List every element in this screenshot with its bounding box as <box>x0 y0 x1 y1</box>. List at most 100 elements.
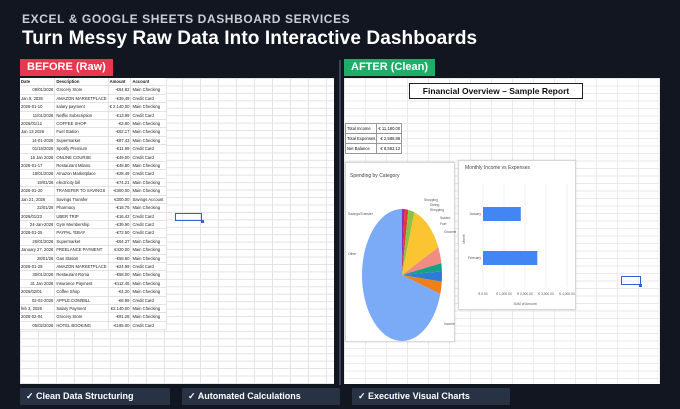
raw-cell[interactable]: Credit Card <box>130 111 168 121</box>
raw-cell[interactable]: PAYPAL *EBAY <box>54 228 109 238</box>
raw-cell[interactable]: salary payment <box>54 102 109 112</box>
raw-cell[interactable]: Main Checking <box>130 161 168 171</box>
raw-cell[interactable]: 02-02-2026 <box>20 296 56 305</box>
raw-cell[interactable]: ONLINE COURSE <box>54 153 109 163</box>
raw-cell[interactable]: Gym Membership <box>54 220 109 230</box>
raw-cell[interactable]: -€91.28 <box>108 312 132 322</box>
raw-cell[interactable]: 2026-01-20 <box>20 186 56 196</box>
raw-cell[interactable]: 26/01/2026 <box>20 237 56 247</box>
raw-cell[interactable]: Main Checking <box>130 203 168 213</box>
raw-cell[interactable]: -€4.20 <box>108 287 132 297</box>
raw-cell[interactable]: Main Checking <box>130 85 168 95</box>
raw-cell[interactable]: €420.00 <box>108 245 132 255</box>
raw-cell[interactable]: Grocery Store <box>54 312 109 322</box>
raw-cell[interactable]: -€72.50 <box>108 228 132 238</box>
raw-cell[interactable]: -€55.60 <box>108 254 132 263</box>
raw-cell[interactable]: Main Checking <box>130 287 168 297</box>
pie-slice[interactable] <box>402 263 442 275</box>
raw-cell[interactable]: Supermarket <box>54 237 109 247</box>
raw-cell[interactable]: Credit Card <box>130 262 168 272</box>
column-header[interactable]: Amount <box>108 78 132 87</box>
raw-cell[interactable]: 22/01/26 <box>20 203 56 213</box>
raw-cell[interactable]: 2026-01-10 <box>20 102 56 112</box>
raw-cell[interactable]: -€74.21 <box>108 178 132 188</box>
raw-cell[interactable]: 24-Jan-2026 <box>20 220 56 230</box>
raw-cell[interactable]: Savings Transfer <box>54 195 109 205</box>
pie-slice[interactable] <box>402 209 405 275</box>
raw-cell[interactable]: -€18.75 <box>108 203 132 213</box>
pie-slice[interactable] <box>402 247 442 275</box>
raw-cell[interactable]: 2026/01/12 <box>20 119 56 129</box>
raw-cell[interactable]: Main Checking <box>130 119 168 129</box>
raw-cell[interactable]: Credit Card <box>130 144 168 154</box>
column-header[interactable]: Date <box>20 78 56 87</box>
raw-cell[interactable]: feb 3, 2026 <box>20 304 56 314</box>
pie-slice[interactable] <box>402 271 442 282</box>
bar-chart-card[interactable]: Monthly Income vs Expenses € 0.00 € 1,000… <box>458 160 576 310</box>
raw-cell[interactable]: -€49.00 <box>108 153 132 163</box>
raw-cell[interactable]: Restaurant Milano <box>54 161 109 171</box>
raw-cell[interactable]: FREELANCE PAYMENT <box>54 245 109 255</box>
raw-cell[interactable]: 31 Jan 2026 <box>20 279 56 289</box>
raw-cell[interactable]: -€64.82 <box>108 85 132 95</box>
raw-cell[interactable]: January 27, 2026 <box>20 245 56 255</box>
pie-chart-card[interactable]: Spending by Category Shopping Dining Shopp… <box>345 162 456 342</box>
raw-cell[interactable]: -€58.00 <box>108 270 132 280</box>
raw-cell[interactable]: -€16.42 <box>108 212 132 221</box>
pie-slice[interactable] <box>402 212 439 275</box>
raw-cell[interactable]: Main Checking <box>130 186 168 196</box>
raw-cell[interactable]: AMAZON MARKETPLACE <box>54 94 109 104</box>
selected-cell[interactable] <box>175 213 202 221</box>
raw-cell[interactable]: -€48.80 <box>108 161 132 171</box>
raw-cell[interactable]: Netflix Subscription <box>54 111 109 121</box>
pie-slice[interactable] <box>402 275 442 295</box>
pie-slice[interactable] <box>362 209 441 341</box>
selected-cell[interactable] <box>621 276 641 285</box>
raw-cell[interactable]: AMAZON MARKETPLACE <box>54 262 109 272</box>
raw-cell[interactable]: -€11.99 <box>108 144 132 154</box>
column-header[interactable]: Description <box>54 78 109 87</box>
raw-cell[interactable]: COFFEE SHOP <box>54 119 109 129</box>
column-header[interactable]: Account <box>130 78 168 87</box>
raw-cell[interactable]: 2026/02/01 <box>20 287 56 297</box>
raw-cell[interactable]: Jan 13 2026 <box>20 127 56 137</box>
raw-cell[interactable]: Credit Card <box>130 169 168 179</box>
raw-cell[interactable]: -€62.17 <box>108 127 132 137</box>
raw-cell[interactable]: Amazon Marketplace <box>54 169 109 179</box>
raw-cell[interactable]: Coffee Shop <box>54 287 109 297</box>
fill-handle[interactable] <box>639 284 642 287</box>
raw-cell[interactable]: -€87.43 <box>108 136 132 146</box>
pie-slice[interactable] <box>402 209 415 275</box>
raw-cell[interactable]: Credit Card <box>130 94 168 104</box>
raw-cell[interactable]: Credit Card <box>130 321 168 331</box>
raw-cell[interactable]: Insurance Payment <box>54 279 109 289</box>
bar[interactable] <box>483 251 538 265</box>
raw-cell[interactable]: Credit Card <box>130 153 168 163</box>
raw-cell[interactable]: 2026/01/23 <box>20 212 56 221</box>
raw-cell[interactable]: 16 Jan 2026 <box>20 153 56 163</box>
raw-cell[interactable]: €2.140.00 <box>108 304 132 314</box>
raw-cell[interactable]: Gas Station <box>54 254 109 263</box>
raw-cell[interactable]: 05/02/2026 <box>20 321 56 331</box>
raw-cell[interactable]: -€13.99 <box>108 111 132 121</box>
raw-cell[interactable]: 11/01/2026 <box>20 111 56 121</box>
raw-cell[interactable]: -€3.80 <box>108 119 132 129</box>
raw-cell[interactable]: Credit Card <box>130 228 168 238</box>
raw-cell[interactable]: Restaurant Roma <box>54 270 109 280</box>
raw-cell[interactable]: Credit Card <box>130 296 168 305</box>
raw-cell[interactable]: Jan 9, 2026 <box>20 94 56 104</box>
fill-handle[interactable] <box>201 220 204 223</box>
raw-cell[interactable]: -€185.00 <box>108 321 132 331</box>
raw-cell[interactable]: -€300.00 <box>108 186 132 196</box>
raw-cell[interactable]: electricity bill <box>54 178 109 188</box>
raw-cell[interactable]: -€24.99 <box>108 262 132 272</box>
raw-cell[interactable]: -€39,49 <box>108 94 132 104</box>
raw-cell[interactable]: 2026-02-04 <box>20 312 56 322</box>
bar[interactable] <box>483 207 521 221</box>
pie-slice[interactable] <box>402 209 409 275</box>
raw-cell[interactable]: 08/01/2026 <box>20 85 56 95</box>
raw-cell[interactable]: Savings Account <box>130 195 168 205</box>
raw-cell[interactable]: 18/01/2026 <box>20 169 56 179</box>
raw-cell[interactable]: TRANSFER TO SAVINGS <box>54 186 109 196</box>
raw-cell[interactable]: Main Checking <box>130 136 168 146</box>
